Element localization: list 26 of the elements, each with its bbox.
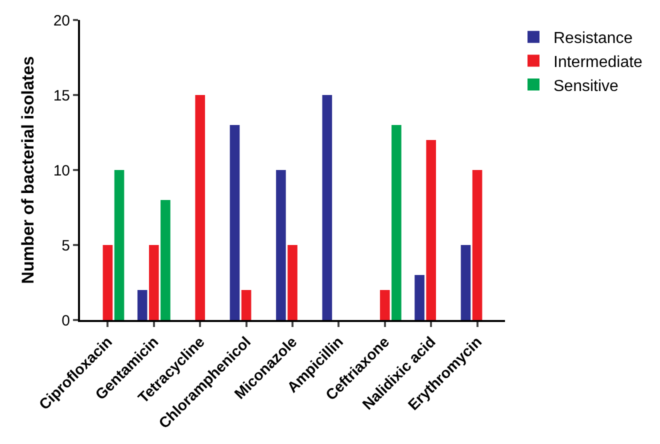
bar xyxy=(230,125,240,320)
bar xyxy=(414,275,424,320)
y-tick-label: 10 xyxy=(53,162,70,180)
bar xyxy=(241,290,252,320)
bar xyxy=(426,140,436,320)
bar xyxy=(114,170,124,320)
y-tick-label: 5 xyxy=(62,237,70,254)
bar xyxy=(276,170,286,320)
bar xyxy=(137,290,148,320)
bar xyxy=(460,245,471,320)
y-tick-label: 15 xyxy=(53,87,70,104)
bar xyxy=(288,245,298,320)
bar xyxy=(195,95,206,320)
bar xyxy=(102,245,113,320)
legend-label: Resistance xyxy=(554,30,633,48)
y-tick-label: 20 xyxy=(53,12,70,30)
bar xyxy=(392,125,402,320)
bar xyxy=(160,200,170,320)
bar xyxy=(472,170,482,320)
bar xyxy=(322,95,332,320)
y-axis-title: Number of bacterial isolates xyxy=(18,56,38,284)
y-tick-label: 0 xyxy=(62,312,70,330)
legend-label: Sensitive xyxy=(554,78,619,95)
bar xyxy=(149,245,159,320)
bar xyxy=(380,290,390,320)
legend-label: Intermediate xyxy=(554,54,643,71)
